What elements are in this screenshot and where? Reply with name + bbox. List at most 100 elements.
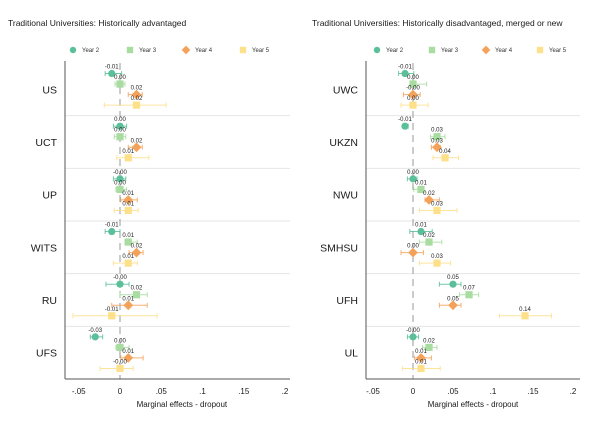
data-label: 0.14 bbox=[519, 307, 531, 313]
data-label: 0.02 bbox=[423, 191, 435, 197]
legend-marker bbox=[181, 45, 191, 55]
data-point: 0.00 bbox=[407, 75, 428, 88]
point-marker bbox=[123, 300, 134, 311]
point-marker bbox=[408, 89, 418, 100]
legend-marker bbox=[239, 46, 247, 54]
chart-title: Traditional Universities: Historically d… bbox=[312, 18, 563, 28]
legend: Year 2 Year 3 Year 4 Year 5 bbox=[373, 45, 567, 55]
point-marker bbox=[116, 175, 124, 183]
category-group: UP -0.00 0.00 0.01 0.01 bbox=[42, 170, 139, 215]
legend: Year 2 Year 3 Year 4 Year 5 bbox=[69, 45, 270, 55]
category-label: WITS bbox=[31, 242, 57, 254]
data-point: 0.01 bbox=[120, 191, 138, 205]
data-point: 0.02 bbox=[422, 338, 438, 351]
data-label: 0.02 bbox=[423, 233, 435, 239]
point-marker bbox=[131, 142, 142, 153]
data-label: -0.00 bbox=[113, 359, 127, 365]
data-label: 0.05 bbox=[447, 275, 459, 281]
legend-label: Year 5 bbox=[549, 48, 567, 54]
x-tick-label: .15 bbox=[238, 387, 250, 396]
category-group: UL -0.000.02 0.01 0.01 bbox=[345, 328, 441, 373]
data-point: 0.01 bbox=[413, 180, 427, 193]
data-point: 0.00 bbox=[400, 244, 424, 258]
legend-marker bbox=[69, 46, 77, 54]
legend-item: Year 2 bbox=[69, 46, 100, 54]
data-point: 0.01 bbox=[414, 349, 432, 363]
data-label: 0.03 bbox=[431, 254, 443, 260]
point-marker bbox=[448, 300, 458, 311]
data-point: 0.00 bbox=[114, 338, 130, 351]
data-label: 0.01 bbox=[122, 349, 134, 355]
data-label: 0.00 bbox=[407, 75, 419, 81]
point-marker bbox=[417, 227, 425, 236]
data-label: 0.02 bbox=[423, 338, 435, 344]
point-marker bbox=[124, 206, 132, 215]
data-point: 0.03 bbox=[430, 138, 443, 153]
data-point: 0.02 bbox=[127, 138, 143, 153]
data-point: 0.01 bbox=[116, 149, 150, 162]
data-label: 0.05 bbox=[447, 296, 459, 302]
data-label: 0.02 bbox=[131, 244, 143, 250]
point-marker bbox=[417, 364, 425, 373]
data-label: 0.01 bbox=[122, 191, 134, 197]
point-marker bbox=[108, 312, 116, 320]
data-label: 0.00 bbox=[114, 180, 126, 186]
category-group: WITS-0.010.010.020.01 bbox=[31, 223, 144, 267]
point-marker bbox=[521, 312, 529, 320]
point-marker bbox=[416, 353, 426, 363]
legend-item: Year 2 bbox=[373, 46, 404, 54]
data-point: -0.00 bbox=[105, 275, 130, 288]
data-label: 0.07 bbox=[463, 286, 475, 292]
point-marker bbox=[449, 280, 457, 288]
point-marker bbox=[401, 69, 409, 78]
point-marker bbox=[433, 133, 441, 141]
legend-label: Year 3 bbox=[441, 48, 459, 54]
point-marker bbox=[131, 247, 142, 258]
x-tick-label: .2 bbox=[570, 387, 577, 396]
data-label: 0.03 bbox=[431, 128, 443, 134]
data-point: 0.04 bbox=[432, 149, 460, 162]
x-tick-label: .1 bbox=[490, 387, 497, 396]
legend-item: Year 5 bbox=[239, 46, 270, 54]
data-point: 0.01 bbox=[113, 201, 139, 215]
data-point: 0.14 bbox=[498, 307, 552, 320]
category-group: SMHSU 0.01 0.02 0.00 0.03 bbox=[320, 223, 452, 267]
legend-item: Year 5 bbox=[536, 46, 567, 54]
category-label: SMHSU bbox=[320, 242, 358, 254]
data-point: 0.00 bbox=[112, 117, 128, 130]
x-axis-title: Marginal effects - dropout bbox=[428, 400, 519, 409]
data-point: 0.03 bbox=[418, 254, 452, 267]
category-group: NWU 0.00 0.01 0.02 0.03 bbox=[333, 170, 458, 215]
legend-label: Year 4 bbox=[195, 48, 213, 54]
x-tick-label: 0 bbox=[118, 387, 123, 396]
data-point: -0.00 bbox=[406, 328, 420, 341]
data-point: 0.02 bbox=[103, 96, 167, 109]
data-point: -0.01 bbox=[104, 223, 121, 236]
data-label: 0.03 bbox=[431, 138, 443, 144]
category-group: RU -0.00 0.02 0.01-0.01 bbox=[42, 275, 158, 320]
data-point: -0.00 bbox=[402, 86, 421, 100]
point-marker bbox=[425, 343, 433, 351]
data-label: 0.01 bbox=[122, 254, 134, 260]
data-label: 0.00 bbox=[114, 338, 126, 344]
point-marker bbox=[91, 333, 99, 341]
data-label: 0.02 bbox=[131, 286, 143, 292]
data-label: -0.03 bbox=[88, 328, 102, 334]
x-tick-label: .05 bbox=[447, 387, 459, 396]
legend-label: Year 5 bbox=[252, 48, 270, 54]
data-point: -0.00 bbox=[99, 359, 134, 373]
data-label: -0.00 bbox=[406, 86, 420, 92]
data-label: 0.01 bbox=[122, 201, 134, 207]
category-label: UKZN bbox=[329, 137, 358, 149]
data-label: 0.02 bbox=[131, 96, 143, 102]
category-label: UL bbox=[345, 348, 359, 360]
legend-marker bbox=[373, 46, 381, 54]
data-label: 0.01 bbox=[415, 349, 427, 355]
category-label: UP bbox=[42, 190, 57, 202]
legend-item: Year 4 bbox=[181, 45, 213, 55]
point-marker bbox=[108, 69, 116, 78]
legend-marker bbox=[481, 45, 491, 55]
x-tick-label: -.05 bbox=[366, 387, 380, 396]
x-tick-label: .1 bbox=[199, 387, 206, 396]
data-label: 0.01 bbox=[122, 149, 134, 155]
